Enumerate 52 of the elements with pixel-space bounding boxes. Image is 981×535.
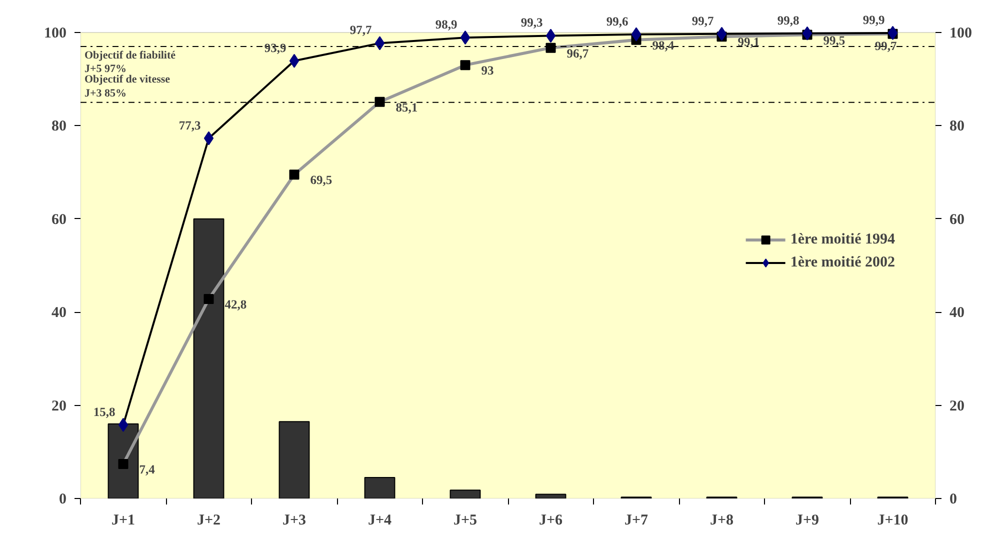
data-label: 77,3 (178, 118, 201, 132)
y2-tick-label: 0 (950, 492, 957, 508)
x-tick-label: J+9 (795, 512, 820, 528)
x-tick-label: J+5 (453, 512, 478, 528)
x-tick-label: J+6 (538, 512, 564, 528)
x-tick-label: J+10 (877, 512, 908, 528)
y-tick-label: 0 (59, 492, 66, 508)
y-tick-label: 100 (44, 25, 66, 42)
y-tick-label: 40 (52, 305, 66, 322)
bar (364, 477, 396, 498)
y2-tick-label: 80 (950, 118, 964, 135)
bar (108, 423, 139, 498)
data-label: 99,9 (862, 12, 885, 27)
ref-line-label: Objectif de fiabilité J+5 97% (84, 49, 176, 76)
y-tick-label: 80 (52, 118, 66, 135)
data-label: 15,8 (93, 404, 116, 419)
legend-label: 1ère moitié 1994 (790, 231, 895, 248)
data-label: 99,3 (520, 16, 543, 30)
data-label: 99,5 (823, 33, 846, 48)
bar (278, 421, 310, 498)
data-label: 7,4 (139, 462, 156, 477)
y2-tick-label: 60 (950, 212, 964, 228)
data-label: 99,6 (606, 14, 628, 28)
data-label: 93,9 (264, 40, 286, 55)
y2-tick-label: 20 (950, 398, 964, 414)
y2-tick-label: 40 (950, 305, 964, 322)
y-tick-label: 20 (52, 398, 66, 414)
x-tick-label: J+1 (111, 512, 136, 528)
data-label: 85,1 (396, 100, 418, 114)
legend-label: 1ère moitié 2002 (790, 254, 895, 271)
x-tick-label: J+8 (710, 512, 734, 528)
data-label: 99,8 (777, 13, 800, 28)
x-tick-label: J+7 (624, 512, 649, 528)
x-tick-label: J+2 (196, 512, 221, 528)
data-label: 42,8 (224, 298, 247, 312)
ref-line-label: Objectif de vitesse J+3 85% (84, 74, 170, 100)
y2-tick-label: 100 (950, 25, 972, 42)
data-label: 69,5 (310, 173, 332, 188)
data-label: 98,9 (435, 18, 458, 32)
bar (535, 494, 566, 498)
bar (193, 218, 224, 498)
data-label: 99,7 (874, 38, 897, 53)
x-tick-label: J+4 (368, 512, 392, 528)
data-label: 97,7 (350, 23, 372, 38)
data-label: 99,7 (692, 14, 714, 28)
data-label: 96,7 (566, 46, 589, 60)
y-tick-label: 60 (52, 212, 66, 228)
bar (450, 490, 481, 498)
data-label: 99,1 (738, 35, 760, 50)
data-label: 93 (481, 64, 494, 78)
data-label: 98,4 (652, 38, 675, 52)
x-tick-label: J+3 (282, 512, 306, 528)
